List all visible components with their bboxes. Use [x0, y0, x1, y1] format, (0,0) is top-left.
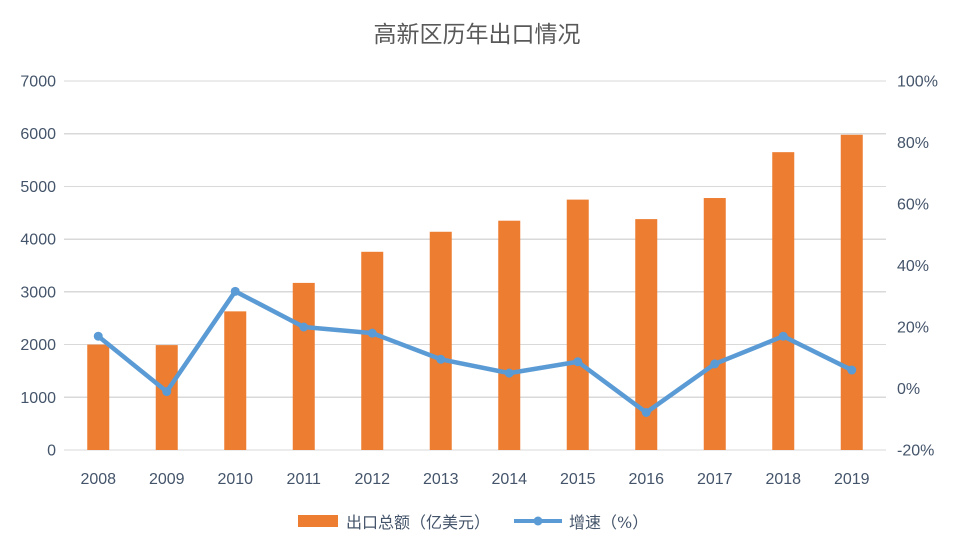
line-point-2015 — [573, 357, 583, 367]
bar-2016 — [635, 219, 658, 450]
bar-2012 — [361, 251, 384, 450]
bar-2015 — [566, 199, 589, 450]
y-axis-right-tick-label: -20% — [897, 443, 934, 460]
x-axis-label-2010: 2010 — [217, 471, 253, 488]
y-axis-right-tick-label: 100% — [897, 74, 938, 91]
line-point-2009 — [162, 387, 172, 397]
y-axis-right-tick-label: 80% — [897, 135, 929, 152]
y-axis-left-tick-label: 2000 — [20, 337, 56, 354]
y-axis-right-tick-label: 20% — [897, 320, 929, 337]
x-axis-label-2011: 2011 — [287, 471, 322, 488]
line-point-2019 — [847, 365, 857, 375]
line-point-2017 — [710, 359, 720, 369]
line-series — [93, 286, 857, 417]
y-axis-left-tick-label: 6000 — [20, 126, 56, 143]
x-axis-label-2019: 2019 — [834, 471, 870, 488]
x-axis-label-2012: 2012 — [354, 471, 390, 488]
bar-2017 — [703, 198, 726, 450]
bar-2014 — [498, 220, 521, 450]
line-point-2012 — [367, 328, 377, 338]
line-point-2018 — [778, 331, 788, 341]
x-axis-label-2018: 2018 — [765, 471, 801, 488]
legend-line-marker — [533, 516, 543, 526]
line-point-2008 — [93, 331, 103, 341]
x-axis-label-2009: 2009 — [149, 471, 185, 488]
x-axis-label-2017: 2017 — [697, 471, 733, 488]
y-axis-left-tick-label: 1000 — [20, 390, 56, 407]
x-axis-label-2016: 2016 — [628, 471, 664, 488]
bar-2019 — [840, 134, 863, 451]
line-point-2011 — [299, 322, 309, 332]
x-axis-label-2008: 2008 — [80, 471, 116, 488]
y-axis-left: 0 1000 2000 3000 4000 5000 6000 7000 — [20, 74, 56, 460]
growth-line — [96, 289, 854, 415]
bar-2011 — [292, 282, 315, 450]
x-axis-label-2013: 2013 — [423, 471, 459, 488]
y-axis-left-tick-label: 4000 — [20, 232, 56, 249]
chart-title: 高新区历年出口情况 — [374, 22, 581, 48]
bar-2008 — [87, 344, 110, 450]
legend: 出口总额（亿美元） 增速（%） — [298, 513, 648, 532]
y-axis-right-tick-label: 0% — [897, 381, 920, 398]
x-axis-label-2015: 2015 — [560, 471, 596, 488]
bar-2010 — [224, 311, 247, 450]
legend-line-label: 增速（%） — [569, 513, 648, 532]
y-axis-left-tick-label: 7000 — [20, 74, 56, 91]
x-axis: 2008 2009 2010 2011 2012 2013 2014 2015 2016 2017… — [80, 471, 869, 488]
y-axis-left-tick-label: 0 — [47, 443, 56, 460]
bar-2018 — [772, 152, 795, 450]
y-axis-right-tick-label: 40% — [897, 258, 929, 275]
legend-bar-label: 出口总额（亿美元） — [346, 513, 490, 532]
x-axis-label-2014: 2014 — [491, 471, 527, 488]
line-point-2013 — [436, 354, 446, 364]
y-axis-right-tick-label: 60% — [897, 197, 929, 214]
y-axis-right: -20% 0% 20% 40% 60% 80% 100% — [897, 74, 938, 460]
line-point-2010 — [230, 286, 240, 296]
line-point-2016 — [641, 407, 651, 417]
legend-bar-swatch — [298, 515, 338, 527]
bar-2009 — [155, 345, 178, 450]
y-axis-left-tick-label: 3000 — [20, 284, 56, 301]
gridlines — [64, 80, 886, 451]
line-point-2014 — [504, 368, 514, 378]
y-axis-left-tick-label: 5000 — [20, 179, 56, 196]
bar-2013 — [429, 231, 452, 450]
